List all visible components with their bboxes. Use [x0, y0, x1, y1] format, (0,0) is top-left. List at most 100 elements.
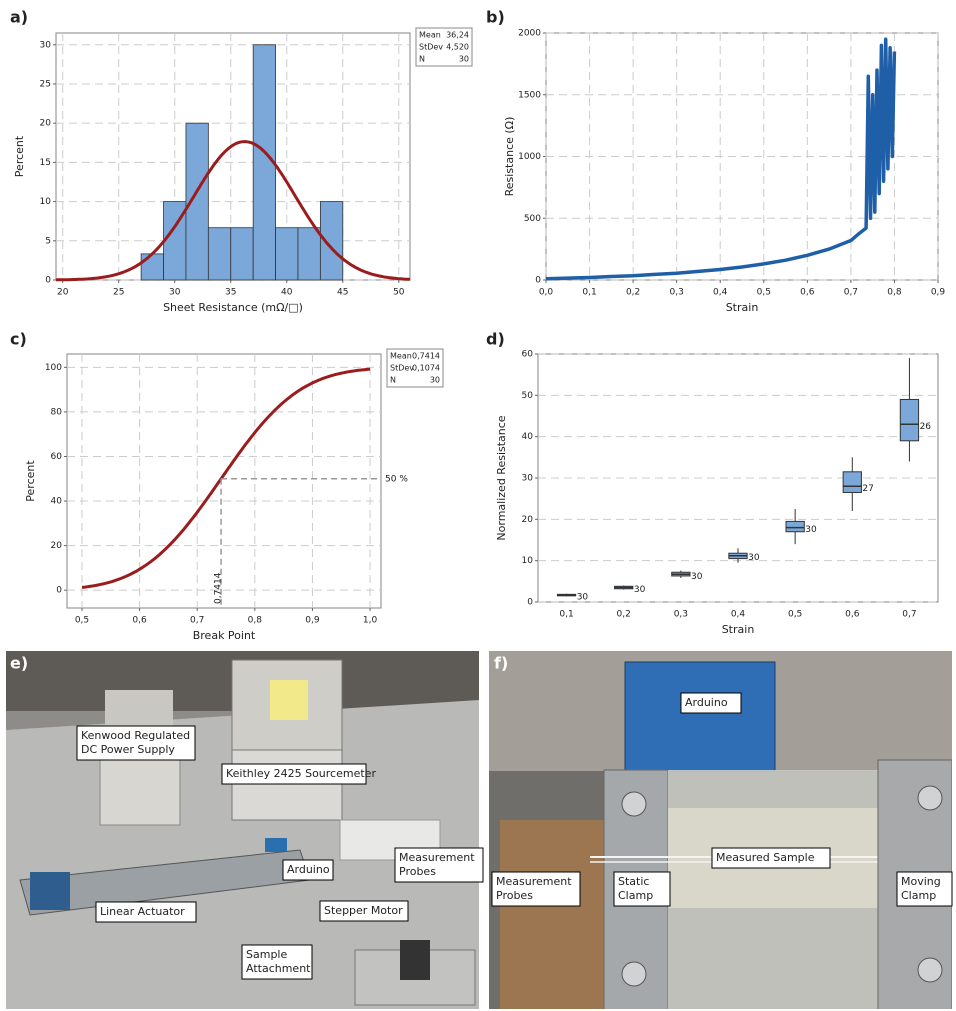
callout-label: Kenwood Regulated [81, 729, 190, 742]
y-tick-label: 20 [51, 541, 63, 551]
panel-label: a) [10, 8, 28, 27]
n-label: 30 [805, 525, 817, 535]
stats-name: N [419, 55, 425, 64]
x-tick-label: 0,6 [132, 616, 147, 626]
y-tick-label: 100 [45, 363, 62, 373]
y-tick-label: 15 [40, 158, 51, 168]
y-tick-label: 0 [527, 598, 533, 608]
x-tick-label: 0,2 [626, 288, 640, 298]
y-tick-label: 10 [522, 556, 534, 566]
y-tick-label: 40 [51, 497, 63, 507]
x-tick-label: 0,6 [800, 288, 815, 298]
box [899, 398, 920, 442]
x-tick-label: 0,9 [305, 616, 320, 626]
bar [297, 227, 321, 281]
panel-label: e) [10, 654, 28, 673]
callout-box [76, 725, 196, 761]
x-tick-label: 20 [57, 288, 69, 298]
plot-area [66, 353, 382, 609]
y-axis-label: Normalized Resistance [495, 415, 508, 540]
callout-label: DC Power Supply [81, 743, 175, 756]
x-tick-label: 0,7 [190, 616, 204, 626]
callout-box [95, 901, 197, 923]
stats-box [386, 348, 444, 388]
x-tick-label: 0,4 [731, 610, 746, 620]
callout-label: Probes [399, 865, 436, 878]
y-tick-label: 500 [524, 214, 541, 224]
y-tick-label: 20 [40, 119, 52, 129]
x-tick-label: 0,7 [844, 288, 858, 298]
callout-label: Sample [246, 948, 287, 961]
callout-box [282, 859, 334, 881]
x-axis-label: Strain [722, 623, 755, 636]
stats-value: 30 [430, 376, 440, 385]
callout-label: Clamp [618, 889, 653, 902]
x-axis-label: Break Point [193, 629, 256, 642]
callout-box [613, 871, 671, 907]
stats-name: StDev [390, 364, 414, 373]
reference-label: 50 % [385, 474, 408, 484]
stats-name: Mean [419, 31, 441, 40]
photo-e [6, 651, 479, 1009]
y-tick-label: 40 [522, 432, 534, 442]
y-tick-label: 5 [45, 236, 51, 246]
bar [252, 44, 276, 281]
stats-value: 4,520 [446, 43, 469, 52]
callout-box [319, 900, 409, 922]
x-axis-label: Strain [726, 301, 759, 314]
n-label: 27 [862, 484, 873, 494]
x-tick-label: 30 [169, 288, 181, 298]
stats-value: 0,7414 [412, 352, 440, 361]
callout-box [394, 847, 484, 883]
x-tick-label: 1,0 [363, 616, 378, 626]
bar [230, 227, 254, 281]
x-tick-label: 0,4 [713, 288, 728, 298]
n-label: 26 [920, 422, 932, 432]
callout-box [680, 692, 742, 714]
bar [319, 201, 344, 281]
y-tick-label: 10 [40, 197, 52, 207]
x-tick-label: 50 [393, 288, 405, 298]
callout-label: Keithley 2425 Sourcemeter [226, 767, 376, 780]
x-tick-label: 25 [113, 288, 124, 298]
x-tick-label: 45 [337, 288, 348, 298]
box [842, 471, 862, 493]
y-axis-label: Resistance (Ω) [503, 117, 516, 197]
stats-name: Mean [390, 352, 412, 361]
callout-label: Attachment [246, 962, 311, 975]
y-tick-label: 0 [56, 586, 62, 596]
callout-box [491, 871, 581, 907]
bar [140, 253, 164, 281]
mean-label: 0,7414 [214, 572, 224, 604]
x-tick-label: 40 [281, 288, 293, 298]
callout-label: Static [618, 875, 649, 888]
x-tick-label: 0,5 [75, 616, 89, 626]
cdf-curve [81, 367, 371, 589]
callout-box [896, 871, 953, 907]
callout-label: Measurement [399, 851, 475, 864]
panel-label: b) [486, 8, 505, 27]
stats-box [415, 27, 473, 67]
y-tick-label: 1500 [518, 90, 541, 100]
x-axis-label: Sheet Resistance (mΩ/□) [163, 301, 303, 314]
x-tick-label: 0,2 [617, 610, 631, 620]
callout-label: Moving [901, 875, 941, 888]
callout-label: Arduino [685, 696, 728, 709]
x-tick-label: 0,1 [559, 610, 573, 620]
y-tick-label: 60 [522, 350, 534, 360]
stats-name: N [390, 376, 396, 385]
bar [207, 227, 232, 281]
y-tick-label: 0 [45, 276, 51, 286]
x-tick-label: 0,0 [539, 288, 554, 298]
y-tick-label: 30 [40, 40, 52, 50]
x-tick-label: 0,5 [788, 610, 802, 620]
y-tick-label: 80 [51, 407, 63, 417]
x-tick-label: 0,5 [757, 288, 771, 298]
x-tick-label: 0,1 [582, 288, 596, 298]
x-tick-label: 0,7 [902, 610, 916, 620]
x-tick-label: 0,3 [670, 288, 684, 298]
panel-label: c) [10, 330, 27, 349]
callout-label: Measurement [496, 875, 572, 888]
box [785, 520, 805, 533]
